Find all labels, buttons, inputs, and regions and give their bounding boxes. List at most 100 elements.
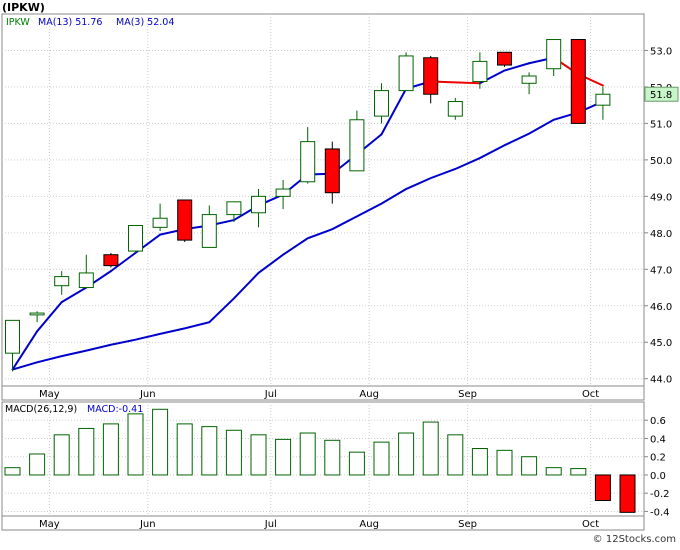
macd-bar [570, 468, 587, 476]
macd-bar [127, 413, 144, 476]
macd-grid [2, 402, 644, 516]
price-x-tick-label: Sep [458, 389, 477, 400]
price-y-tick-label: 48.0 [650, 229, 672, 240]
candle [349, 110, 365, 172]
candle [423, 55, 439, 104]
candle-body [54, 276, 70, 287]
candle-body [5, 319, 20, 354]
last-price-label: 51.8 [650, 90, 672, 101]
price-y-axis: 44.045.046.047.048.049.050.051.052.053.0 [644, 46, 672, 386]
candle [251, 189, 266, 228]
ma3-segment [503, 62, 531, 72]
candle-body [324, 148, 340, 194]
macd-bar [78, 427, 95, 476]
price-x-tick-label: Oct [582, 389, 599, 400]
macd-bar [619, 474, 636, 513]
ma3-segment [11, 330, 39, 371]
ma3-segment [36, 301, 63, 333]
candle [521, 72, 537, 95]
candle-body [177, 199, 193, 241]
ma13-polyline [12, 100, 604, 371]
macd-y-tick-label: -0.4 [650, 507, 670, 518]
macd-bar [102, 423, 119, 476]
macd-bar [348, 451, 365, 476]
last-price-box [644, 86, 679, 102]
macd-bar [201, 426, 218, 476]
candle-body [570, 39, 586, 124]
ma3-segment [429, 80, 481, 85]
candle [374, 83, 389, 124]
price-panel: 44.045.046.047.048.049.050.051.052.053.0… [1, 13, 679, 387]
ma3-segment [109, 251, 137, 273]
macd-bar [422, 421, 439, 476]
ma3-segment [380, 87, 408, 136]
candle-body [546, 39, 562, 70]
macd-y-tick-label: 0.6 [650, 416, 666, 427]
price-x-axis-strip [1, 385, 645, 401]
ma13-line [12, 100, 604, 371]
macd-bar [373, 441, 390, 476]
macd-bar [225, 429, 242, 476]
candle [152, 203, 168, 231]
macd-panel: -0.4 -0.2 0.0 0.2 0.4 0.6 MACD(26,12,9) MACD:-… [1, 401, 670, 518]
candle-body [497, 51, 512, 66]
candle-body [275, 188, 291, 197]
price-legend-entry: MA(3) 52.04 [116, 17, 174, 28]
candle [275, 179, 291, 210]
macd-bar [152, 408, 169, 476]
price-y-tick-label: 53.0 [650, 46, 672, 57]
candle-body [201, 214, 217, 248]
candle [324, 141, 340, 204]
candle [497, 51, 512, 67]
macd-x-axis: May Jun Jul Aug Sep Oct [39, 519, 599, 530]
macd-x-tick-label: Aug [359, 519, 379, 530]
price-x-tick-label: Jun [139, 389, 156, 400]
candle [5, 319, 20, 372]
candle [595, 86, 611, 120]
candle [546, 39, 562, 76]
macd-bar [471, 448, 488, 476]
chart-title: (IPKW) [2, 1, 45, 14]
candle [54, 271, 70, 295]
candle [472, 52, 488, 89]
candle [398, 52, 414, 92]
price-y-tick-label: 51.0 [650, 119, 672, 130]
last-price-tag: 51.8 [644, 86, 679, 102]
candles [5, 39, 611, 372]
price-x-tick-label: May [39, 389, 60, 400]
macd-bar [29, 453, 46, 476]
candle-body [300, 141, 316, 183]
candle [78, 254, 94, 289]
price-x-tick-label: Jul [264, 389, 277, 400]
macd-x-tick-label: Sep [458, 519, 477, 530]
candle [201, 205, 217, 248]
candle [570, 39, 586, 124]
macd-bar [324, 439, 341, 476]
candle-body [447, 101, 463, 117]
macd-y-axis: -0.4 -0.2 0.0 0.2 0.4 0.6 [644, 416, 670, 518]
macd-bar [594, 474, 611, 501]
macd-bars [4, 408, 636, 513]
macd-bar [275, 438, 292, 476]
candle-body [521, 75, 537, 84]
macd-bar [545, 467, 562, 476]
macd-bar [4, 467, 21, 476]
ma3-segment [60, 286, 88, 304]
macd-bar [176, 423, 193, 476]
macd-legend-entry: MACD:-0.41 [87, 404, 143, 415]
macd-y-tick-label: 0.4 [650, 434, 666, 445]
candle-body [251, 195, 266, 214]
macd-bar [299, 432, 316, 476]
macd-y-tick-label: -0.2 [650, 489, 670, 500]
macd-x-tick-label: Oct [582, 519, 599, 530]
macd-x-tick-label: May [39, 519, 60, 530]
price-legend: IPKW MA(13) 51.76 MA(3) 52.04 [6, 17, 174, 28]
macd-bar [250, 434, 267, 476]
candle-body [226, 201, 242, 216]
macd-bar [496, 449, 513, 476]
macd-legend-entry: MACD(26,12,9) [5, 404, 77, 415]
candle-body [152, 217, 168, 228]
candle [128, 225, 143, 253]
macd-x-tick-label: Jun [139, 519, 156, 530]
price-legend-entry: MA(13) 51.76 [38, 17, 102, 28]
